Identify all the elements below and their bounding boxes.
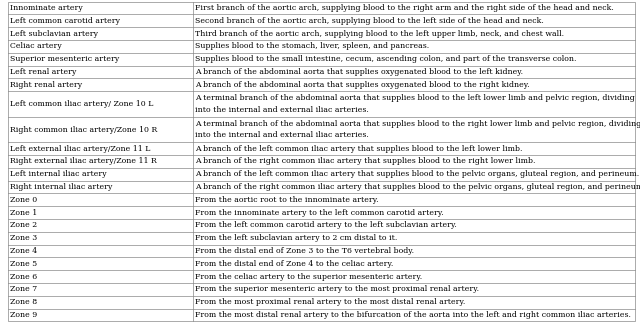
Text: From the most distal renal artery to the bifurcation of the aorta into the left : From the most distal renal artery to the… xyxy=(195,311,631,319)
Text: Zone 7: Zone 7 xyxy=(10,286,37,293)
Text: A branch of the right common iliac artery that supplies blood to the right lower: A branch of the right common iliac arter… xyxy=(195,158,536,165)
Text: Zone 0: Zone 0 xyxy=(10,196,38,204)
Text: From the distal end of Zone 3 to the T6 vertebral body.: From the distal end of Zone 3 to the T6 … xyxy=(195,247,414,255)
Text: From the innominate artery to the left common carotid artery.: From the innominate artery to the left c… xyxy=(195,209,444,217)
Text: Third branch of the aortic arch, supplying blood to the left upper limb, neck, a: Third branch of the aortic arch, supplyi… xyxy=(195,30,564,37)
Text: A branch of the left common iliac artery that supplies blood to the left lower l: A branch of the left common iliac artery… xyxy=(195,145,523,153)
Text: Zone 8: Zone 8 xyxy=(10,298,37,306)
Text: A terminal branch of the abdominal aorta that supplies blood to the left lower l: A terminal branch of the abdominal aorta… xyxy=(195,94,635,102)
Text: Innominate artery: Innominate artery xyxy=(10,4,83,12)
Text: Zone 3: Zone 3 xyxy=(10,234,38,242)
Text: Left internal iliac artery: Left internal iliac artery xyxy=(10,170,107,178)
Text: Left subclavian artery: Left subclavian artery xyxy=(10,30,99,37)
Text: Zone 9: Zone 9 xyxy=(10,311,38,319)
Text: Right renal artery: Right renal artery xyxy=(10,81,83,89)
Text: into the internal and external iliac arteries.: into the internal and external iliac art… xyxy=(195,106,369,114)
Text: From the most proximal renal artery to the most distal renal artery.: From the most proximal renal artery to t… xyxy=(195,298,466,306)
Text: Zone 6: Zone 6 xyxy=(10,273,37,281)
Text: Left external iliac artery/Zone 11 L: Left external iliac artery/Zone 11 L xyxy=(10,145,150,153)
Text: Supplies blood to the small intestine, cecum, ascending colon, and part of the t: Supplies blood to the small intestine, c… xyxy=(195,55,577,63)
Text: A branch of the abdominal aorta that supplies oxygenated blood to the left kidne: A branch of the abdominal aorta that sup… xyxy=(195,68,524,76)
Text: From the aortic root to the innominate artery.: From the aortic root to the innominate a… xyxy=(195,196,379,204)
Text: A branch of the abdominal aorta that supplies oxygenated blood to the right kidn: A branch of the abdominal aorta that sup… xyxy=(195,81,530,89)
Text: Second branch of the aortic arch, supplying blood to the left side of the head a: Second branch of the aortic arch, supply… xyxy=(195,17,544,25)
Text: into the internal and external iliac arteries.: into the internal and external iliac art… xyxy=(195,131,369,139)
Text: Zone 1: Zone 1 xyxy=(10,209,38,217)
Text: A branch of the right common iliac artery that supplies blood to the pelvic orga: A branch of the right common iliac arter… xyxy=(195,183,640,191)
Text: From the left common carotid artery to the left subclavian artery.: From the left common carotid artery to t… xyxy=(195,222,457,229)
Text: First branch of the aortic arch, supplying blood to the right arm and the right : First branch of the aortic arch, supplyi… xyxy=(195,4,614,12)
Text: Right common iliac artery/Zone 10 R: Right common iliac artery/Zone 10 R xyxy=(10,126,157,133)
Text: Supplies blood to the stomach, liver, spleen, and pancreas.: Supplies blood to the stomach, liver, sp… xyxy=(195,42,429,50)
Text: Zone 2: Zone 2 xyxy=(10,222,37,229)
Text: Zone 4: Zone 4 xyxy=(10,247,37,255)
Text: Superior mesenteric artery: Superior mesenteric artery xyxy=(10,55,120,63)
Text: Right internal iliac artery: Right internal iliac artery xyxy=(10,183,113,191)
Text: Left common iliac artery/ Zone 10 L: Left common iliac artery/ Zone 10 L xyxy=(10,100,154,108)
Text: A terminal branch of the abdominal aorta that supplies blood to the right lower : A terminal branch of the abdominal aorta… xyxy=(195,120,640,128)
Text: Left renal artery: Left renal artery xyxy=(10,68,77,76)
Text: From the left subclavian artery to 2 cm distal to it.: From the left subclavian artery to 2 cm … xyxy=(195,234,397,242)
Text: Celiac artery: Celiac artery xyxy=(10,42,62,50)
Text: From the celiac artery to the superior mesenteric artery.: From the celiac artery to the superior m… xyxy=(195,273,422,281)
Text: Left common carotid artery: Left common carotid artery xyxy=(10,17,120,25)
Text: From the superior mesenteric artery to the most proximal renal artery.: From the superior mesenteric artery to t… xyxy=(195,286,479,293)
Text: Right external iliac artery/Zone 11 R: Right external iliac artery/Zone 11 R xyxy=(10,158,157,165)
Text: Zone 5: Zone 5 xyxy=(10,260,37,268)
Text: From the distal end of Zone 4 to the celiac artery.: From the distal end of Zone 4 to the cel… xyxy=(195,260,394,268)
Text: A branch of the left common iliac artery that supplies blood to the pelvic organ: A branch of the left common iliac artery… xyxy=(195,170,639,178)
